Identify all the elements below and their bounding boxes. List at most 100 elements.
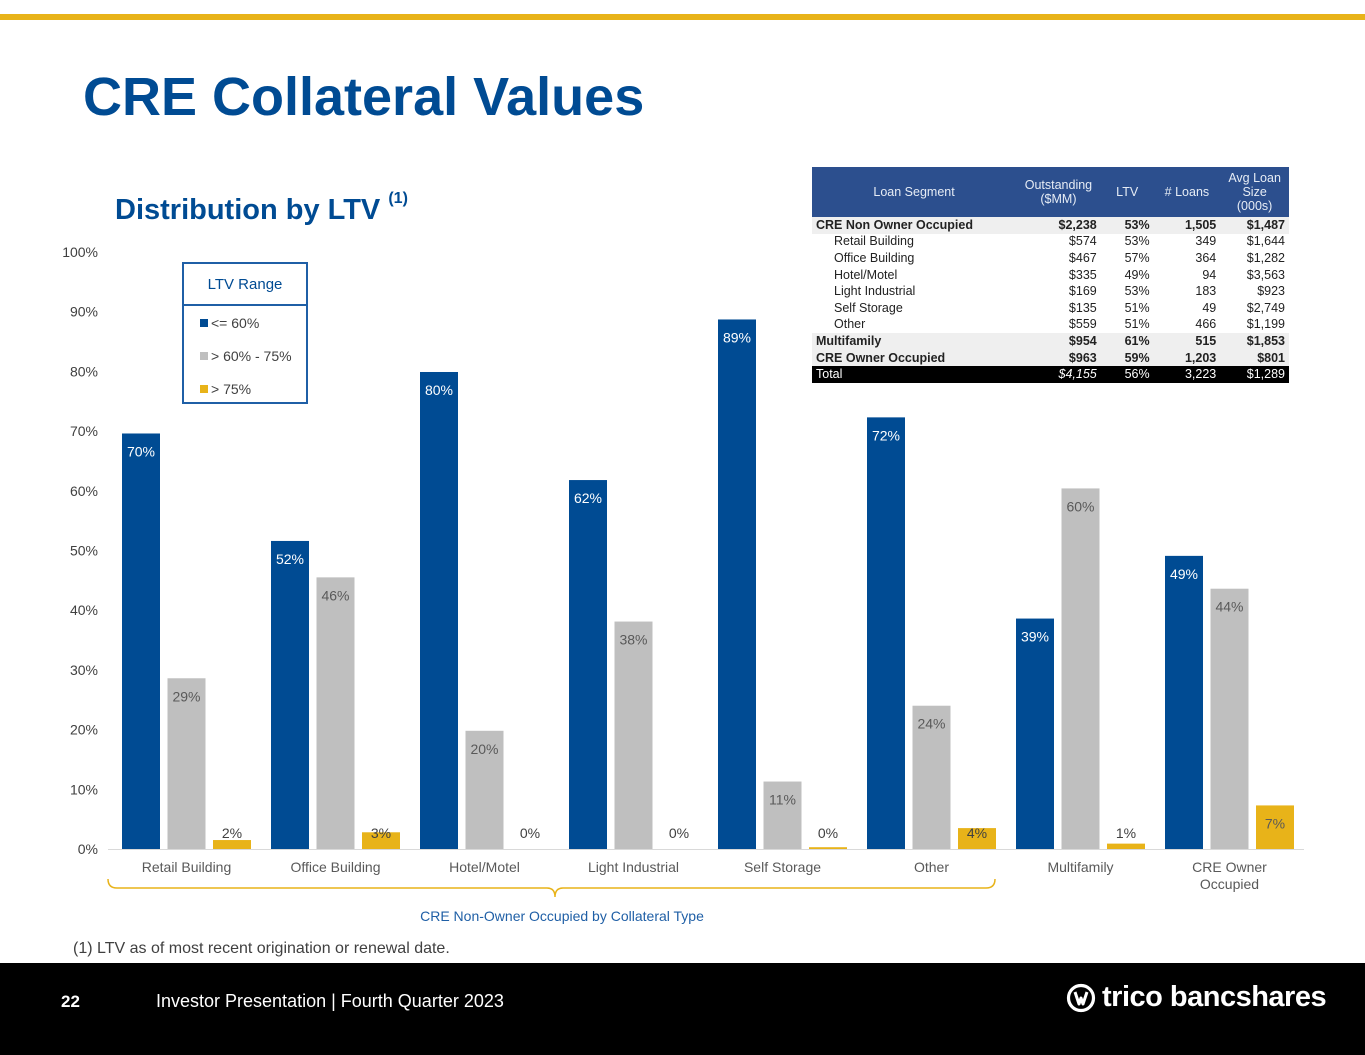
group-brace-label: CRE Non-Owner Occupied by Collateral Typ… (420, 908, 704, 924)
legend-swatch-gray (200, 351, 208, 360)
bar (122, 433, 160, 849)
x-tick-label: CRE Owner (1192, 859, 1267, 875)
data-label: 80% (425, 382, 453, 398)
logo-text: trico bancshares (1102, 981, 1327, 1013)
y-tick-label: 0% (78, 841, 98, 857)
col-header-loans: # Loans (1153, 167, 1221, 217)
bar (465, 730, 504, 849)
footer-bar (0, 963, 1365, 1055)
data-label: 0% (669, 825, 689, 841)
x-tick-label: Occupied (1200, 876, 1259, 892)
page-number: 22 (61, 992, 80, 1011)
x-tick-label: Office Building (290, 859, 380, 875)
legend-label: <= 60% (211, 314, 260, 331)
data-label: 4% (967, 825, 987, 841)
data-label: 0% (520, 825, 540, 841)
data-label: 39% (1021, 629, 1049, 645)
y-tick-label: 60% (70, 483, 98, 499)
bar (271, 540, 309, 849)
x-tick-label: Self Storage (744, 859, 821, 875)
bar (763, 781, 802, 849)
group-brace (107, 878, 996, 898)
bar (1016, 618, 1054, 849)
table-row: Hotel/Motel $335 49% 94 $3,563 (834, 267, 1285, 282)
y-tick-label: 50% (70, 543, 98, 559)
data-label: 3% (371, 825, 391, 841)
x-tick-label: Light Industrial (588, 859, 679, 875)
legend-title: LTV Range (184, 264, 306, 306)
data-label: 20% (470, 741, 498, 757)
chart-subtitle: Distribution by LTV (1) (115, 190, 408, 227)
data-label: 24% (917, 716, 945, 732)
table-row: CRE Non Owner Occupied $2,238 53% 1,505 $1,4… (812, 217, 1289, 234)
bar (316, 577, 355, 849)
table-row: Self Storage $135 51% 49 $2,749 (834, 300, 1285, 315)
table-total-row: Total $4,155 56% 3,223 $1,289 (812, 366, 1289, 383)
footnote: (1) LTV as of most recent origination or… (73, 940, 450, 957)
top-accent-bar (0, 14, 1365, 20)
data-label: 0% (818, 825, 838, 841)
y-tick-label: 70% (70, 423, 98, 439)
bar (1256, 805, 1294, 849)
data-label: 7% (1265, 815, 1285, 831)
table-row: Other $559 51% 466 $1,199 (834, 317, 1285, 332)
bar (958, 828, 996, 849)
col-header-outstanding: Outstanding ($MM) (1016, 167, 1101, 217)
legend-label: > 75% (211, 380, 252, 397)
legend-item-60-75: > 60% - 75% (184, 339, 306, 372)
bar (362, 832, 400, 849)
legend-label: > 60% - 75% (211, 347, 292, 364)
data-label: 29% (172, 688, 200, 704)
x-tick-label: Multifamily (1047, 859, 1113, 875)
data-label: 1% (1116, 825, 1136, 841)
y-tick-label: 80% (70, 363, 98, 379)
data-label: 72% (872, 427, 900, 443)
footer-text: Investor Presentation | Fourth Quarter 2… (156, 991, 504, 1011)
table-row: Office Building $467 57% 364 $1,282 (834, 250, 1285, 265)
table-row: Retail Building $574 53% 349 $1,644 (834, 234, 1285, 249)
data-label: 60% (1066, 498, 1094, 514)
subtitle-text: Distribution by LTV (115, 194, 381, 226)
table-row: Multifamily $954 61% 515 $1,853 (812, 333, 1289, 350)
table-row: Light Industrial $169 53% 183 $923 (834, 284, 1285, 299)
bar (1061, 488, 1100, 849)
y-tick-label: 100% (62, 244, 98, 260)
bar (1165, 555, 1203, 849)
chart-legend: LTV Range <= 60% > 60% - 75% > 75% (182, 262, 308, 404)
ltv-bar-chart: 0% 10% 20% 30% 40% 50% 60% 70% 80% 90% 100% 70% 52% 8… (62, 244, 1304, 898)
data-label: 49% (1170, 566, 1198, 582)
bar (867, 417, 905, 849)
table-row: CRE Owner Occupied $963 59% 1,203 $801 (812, 349, 1289, 367)
data-label: 44% (1215, 599, 1243, 615)
bar (1107, 843, 1145, 849)
data-label: 70% (127, 443, 155, 459)
subtitle-footnote-ref: (1) (388, 190, 408, 207)
col-header-segment: Loan Segment (812, 167, 1017, 217)
x-tick-label: Hotel/Motel (449, 859, 520, 875)
data-label: 62% (574, 490, 602, 506)
bar (1210, 588, 1249, 849)
bar (912, 705, 951, 849)
trico-logo: trico bancshares (1066, 981, 1327, 1014)
bar (614, 621, 653, 849)
data-label: 52% (276, 551, 304, 567)
y-tick-label: 10% (70, 781, 98, 797)
col-header-avg-size: Avg Loan Size (000s) (1220, 167, 1289, 217)
y-tick-label: 20% (70, 722, 98, 738)
y-tick-label: 90% (70, 304, 98, 320)
data-label: 89% (723, 329, 751, 345)
legend-swatch-gold (200, 384, 208, 393)
page-title: CRE Collateral Values (83, 67, 645, 127)
x-tick-label: Retail Building (142, 859, 232, 875)
y-tick-label: 40% (70, 602, 98, 618)
legend-swatch-blue (200, 318, 208, 327)
bar (167, 678, 206, 849)
bar (809, 847, 847, 849)
bar (420, 371, 458, 849)
table-header-row: Loan Segment Outstanding ($MM) LTV # Loan… (812, 167, 1289, 217)
data-label: 11% (769, 792, 796, 808)
legend-item-gt75: > 75% (184, 372, 306, 405)
x-tick-label: Other (914, 859, 949, 875)
col-header-ltv: LTV (1100, 167, 1154, 217)
data-label: 46% (321, 587, 349, 603)
